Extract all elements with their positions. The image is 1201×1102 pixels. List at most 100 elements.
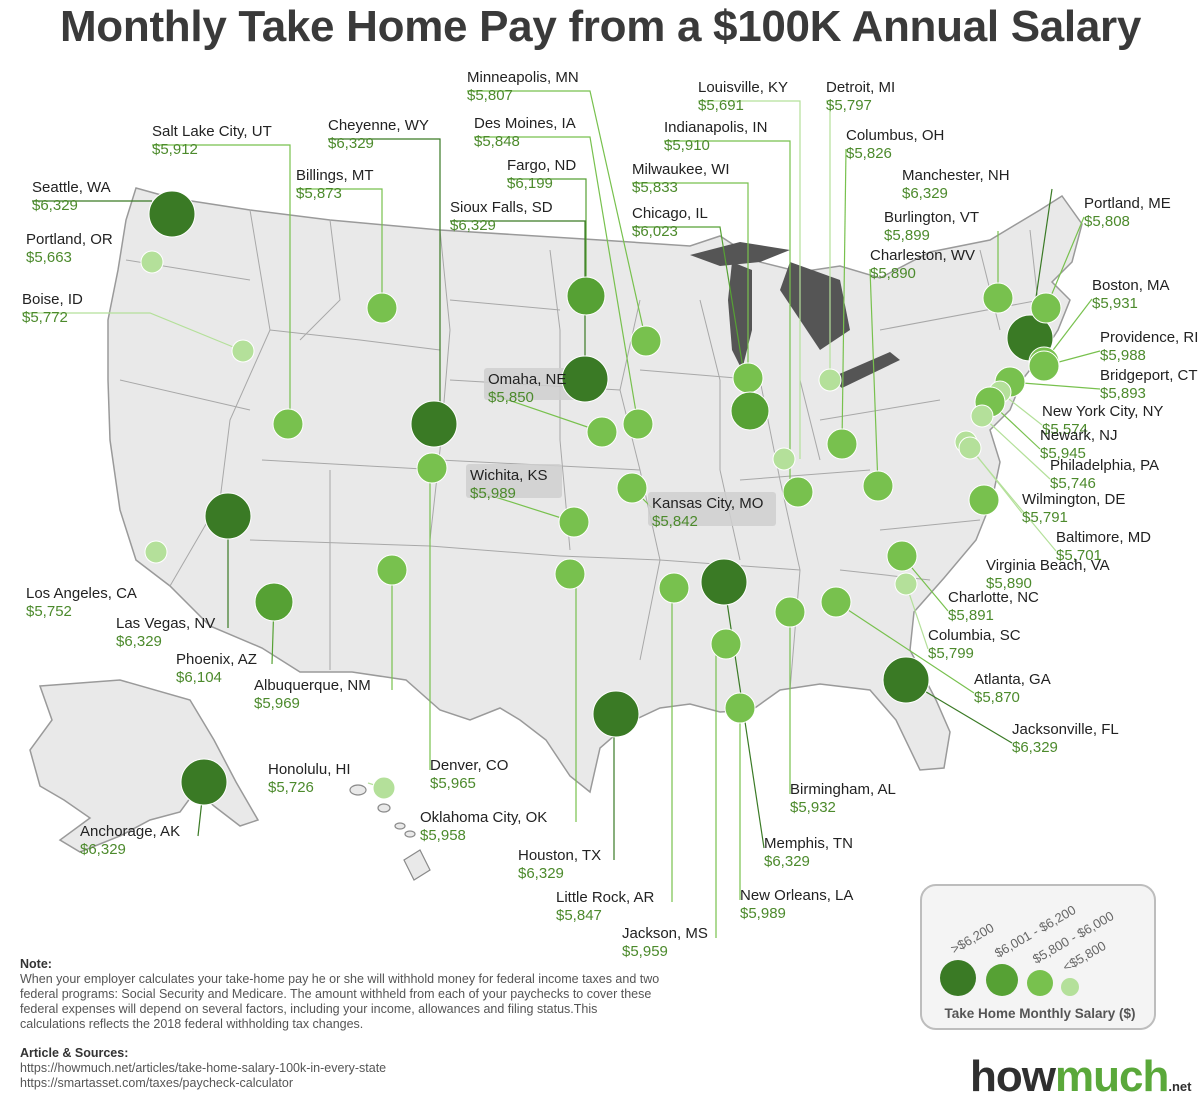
city-value-portland-me: $5,808	[1084, 213, 1130, 230]
city-value-minneapolis-mn: $5,807	[467, 87, 513, 104]
bubble-atlanta-ga[interactable]	[820, 586, 852, 618]
legend-graphic: >$6,200$6,001 - $6,200$5,800 - $6,000<$5…	[940, 902, 1136, 1021]
bubble-charlotte-nc[interactable]	[886, 540, 918, 572]
city-name-des-moines-ia: Des Moines, IA	[474, 115, 576, 132]
bubble-portland-or[interactable]	[140, 250, 164, 274]
bubble-indianapolis-in[interactable]	[782, 476, 814, 508]
howmuch-logo: howmuch.net	[970, 1052, 1191, 1102]
logo-how: how	[970, 1052, 1056, 1101]
city-value-boise-id: $5,772	[22, 309, 68, 326]
lake-superior	[690, 242, 790, 266]
city-value-milwaukee-wi: $5,833	[632, 179, 678, 196]
map-title: Monthly Take Home Pay from a $100K Annua…	[59, 2, 1142, 51]
bubble-louisville-ky[interactable]	[772, 447, 796, 471]
bubble-billings-mt[interactable]	[366, 292, 398, 324]
bubble-kansas-city-mo[interactable]	[616, 472, 648, 504]
bubble-honolulu-hi[interactable]	[372, 776, 396, 800]
bubble-new-orleans-la[interactable]	[724, 692, 756, 724]
city-value-newark-nj: $5,945	[1040, 445, 1086, 462]
bubble-columbus-oh[interactable]	[826, 428, 858, 460]
legend-swatch-3	[1027, 970, 1053, 996]
city-name-portland-or: Portland, OR	[26, 231, 113, 248]
bubble-burlington-vt[interactable]	[982, 282, 1014, 314]
bubble-des-moines-ia[interactable]	[622, 408, 654, 440]
leader-baltimore-md	[969, 447, 1057, 552]
bubble-milwaukee-wi[interactable]	[732, 362, 764, 394]
bubble-memphis-tn[interactable]	[700, 558, 748, 606]
bubble-jackson-ms[interactable]	[710, 628, 742, 660]
bubble-portland-me[interactable]	[1030, 292, 1062, 324]
leader-cheyenne-wy	[328, 138, 441, 424]
bubble-little-rock-ar[interactable]	[658, 572, 690, 604]
city-name-bridgeport-ct: Bridgeport, CT	[1100, 367, 1198, 384]
bubble-birmingham-al[interactable]	[774, 596, 806, 628]
bubble-baltimore-md[interactable]	[958, 436, 982, 460]
bubble-los-angeles-ca[interactable]	[144, 540, 168, 564]
city-name-honolulu-hi: Honolulu, HI	[268, 761, 351, 778]
city-name-phoenix-az: Phoenix, AZ	[176, 651, 257, 668]
bubble-cheyenne-wy[interactable]	[410, 400, 458, 448]
city-value-denver-co: $5,965	[430, 775, 476, 792]
bubble-fargo-nd[interactable]	[566, 276, 606, 316]
bubble-virginia-beach-va[interactable]	[968, 484, 1000, 516]
city-value-indianapolis-in: $5,910	[664, 137, 710, 154]
city-name-charlotte-nc: Charlotte, NC	[948, 589, 1039, 606]
bubble-phoenix-az[interactable]	[254, 582, 294, 622]
city-name-denver-co: Denver, CO	[430, 757, 508, 774]
city-value-houston-tx: $6,329	[518, 865, 564, 882]
bubble-salt-lake-city-ut[interactable]	[272, 408, 304, 440]
bubble-anchorage-ak[interactable]	[180, 758, 228, 806]
bubble-chicago-il[interactable]	[730, 391, 770, 431]
city-name-sioux-falls-sd: Sioux Falls, SD	[450, 199, 553, 216]
bubble-oklahoma-city-ok[interactable]	[554, 558, 586, 590]
city-value-baltimore-md: $5,701	[1056, 547, 1102, 564]
source-link-1[interactable]: https://howmuch.net/articles/take-home-s…	[20, 1061, 387, 1075]
city-name-louisville-ky: Louisville, KY	[698, 79, 788, 96]
leader-charleston-wv	[869, 268, 879, 487]
city-name-memphis-tn: Memphis, TN	[764, 835, 853, 852]
city-name-philadelphia-pa: Philadelphia, PA	[1050, 457, 1159, 474]
bubble-sioux-falls-sd[interactable]	[561, 355, 609, 403]
source-link-2[interactable]: https://smartasset.com/taxes/paycheck-ca…	[20, 1076, 294, 1090]
city-value-des-moines-ia: $5,848	[474, 133, 520, 150]
bubble-seattle-wa[interactable]	[148, 190, 196, 238]
city-value-sioux-falls-sd: $6,329	[450, 217, 496, 234]
city-bubbles	[140, 190, 1062, 806]
city-name-manchester-nh: Manchester, NH	[902, 167, 1010, 184]
bubble-omaha-ne[interactable]	[586, 416, 618, 448]
city-value-las-vegas-nv: $6,329	[116, 633, 162, 650]
city-value-charlotte-nc: $5,891	[948, 607, 994, 624]
city-value-detroit-mi: $5,797	[826, 97, 872, 114]
city-value-omaha-ne: $5,850	[488, 389, 534, 406]
city-name-detroit-mi: Detroit, MI	[826, 79, 895, 96]
legend-swatch-4	[1061, 978, 1079, 996]
bubble-philadelphia-pa[interactable]	[970, 404, 994, 428]
city-name-seattle-wa: Seattle, WA	[32, 179, 111, 196]
city-name-oklahoma-city-ok: Oklahoma City, OK	[420, 809, 547, 826]
bubble-charleston-wv[interactable]	[862, 470, 894, 502]
city-value-new-york-city-ny: $5,574	[1042, 421, 1088, 438]
bubble-jacksonville-fl[interactable]	[882, 656, 930, 704]
city-name-jacksonville-fl: Jacksonville, FL	[1012, 721, 1119, 738]
bubble-wichita-ks[interactable]	[558, 506, 590, 538]
city-value-little-rock-ar: $5,847	[556, 907, 602, 924]
bubble-las-vegas-nv[interactable]	[204, 492, 252, 540]
bubble-boise-id[interactable]	[231, 339, 255, 363]
city-value-anchorage-ak: $6,329	[80, 841, 126, 858]
bubble-columbia-sc[interactable]	[894, 572, 918, 596]
lake-erie	[830, 352, 900, 388]
label-bg-wichita-ks	[466, 464, 562, 498]
bubble-providence-ri[interactable]	[1028, 350, 1060, 382]
bubble-houston-tx[interactable]	[592, 690, 640, 738]
leader-boise-id	[22, 312, 244, 352]
label-bg-kansas-city-mo	[648, 492, 776, 526]
city-name-new-york-city-ny: New York City, NY	[1042, 403, 1163, 420]
leader-salt-lake-city-ut	[152, 144, 291, 424]
bubble-denver-co[interactable]	[416, 452, 448, 484]
city-name-baltimore-md: Baltimore, MD	[1056, 529, 1151, 546]
city-value-kansas-city-mo: $5,842	[652, 513, 698, 530]
bubble-minneapolis-mn[interactable]	[630, 325, 662, 357]
bubble-detroit-mi[interactable]	[818, 368, 842, 392]
city-value-columbia-sc: $5,799	[928, 645, 974, 662]
bubble-albuquerque-nm[interactable]	[376, 554, 408, 586]
